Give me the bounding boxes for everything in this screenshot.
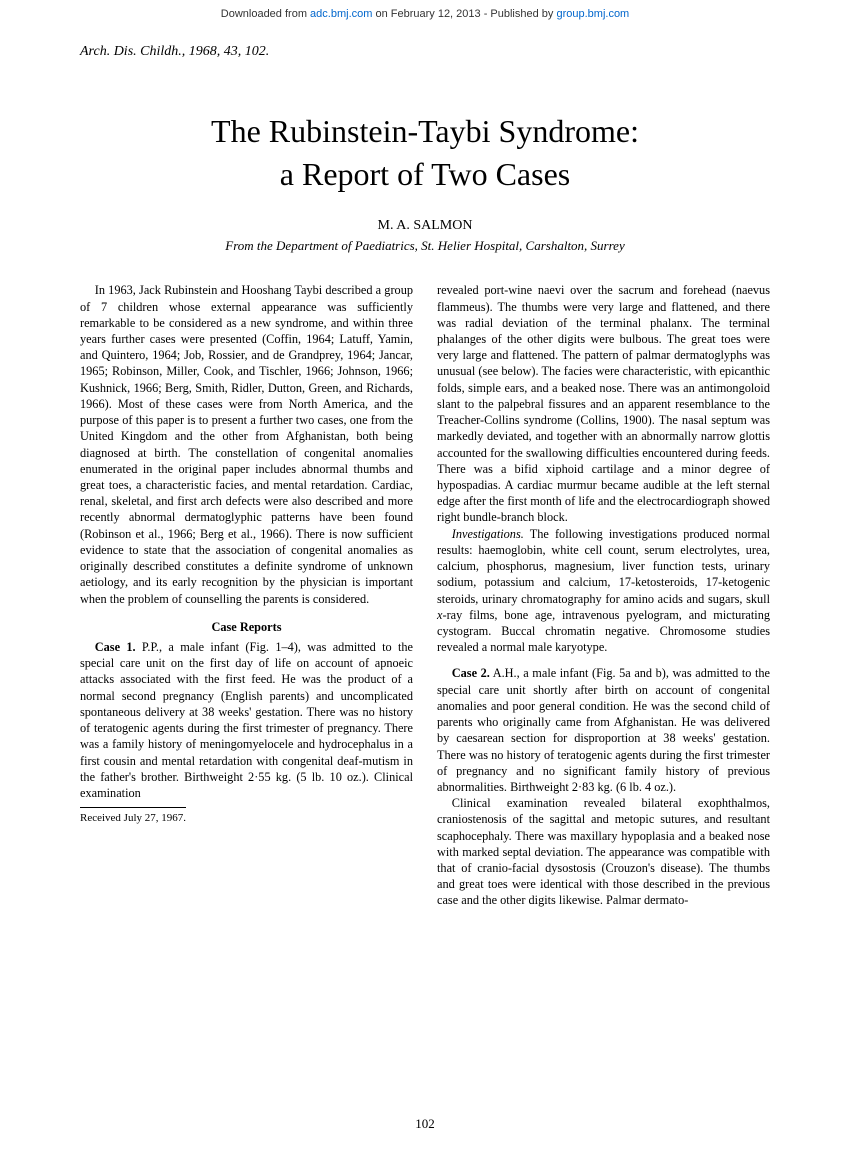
right-column: revealed port-wine naevi over the sacrum… bbox=[437, 282, 770, 908]
author-affiliation: From the Department of Paediatrics, St. … bbox=[80, 238, 770, 254]
banner-prefix: Downloaded from bbox=[221, 8, 310, 20]
case1-text: P.P., a male infant (Fig. 1–4), was admi… bbox=[80, 640, 413, 800]
col2-paragraph-4: Clinical examination revealed bilateral … bbox=[437, 795, 770, 909]
page-number: 102 bbox=[0, 1116, 850, 1132]
title-line-2: a Report of Two Cases bbox=[280, 156, 570, 192]
banner-link-publisher[interactable]: group.bmj.com bbox=[556, 8, 629, 20]
case-reports-heading: Case Reports bbox=[80, 619, 413, 635]
two-column-layout: In 1963, Jack Rubinstein and Hooshang Ta… bbox=[80, 282, 770, 908]
journal-reference: Arch. Dis. Childh., 1968, 43, 102. bbox=[80, 44, 770, 60]
case2-paragraph: Case 2. A.H., a male infant (Fig. 5a and… bbox=[437, 665, 770, 795]
col2-paragraph-2: Investigations. The following investigat… bbox=[437, 526, 770, 656]
banner-link-source[interactable]: adc.bmj.com bbox=[310, 8, 372, 20]
case2-text: A.H., a male infant (Fig. 5a and b), was… bbox=[437, 666, 770, 794]
download-banner: Downloaded from adc.bmj.com on February … bbox=[0, 0, 850, 24]
page-content: Arch. Dis. Childh., 1968, 43, 102. The R… bbox=[0, 24, 850, 909]
author-name: M. A. SALMON bbox=[80, 218, 770, 234]
left-column: In 1963, Jack Rubinstein and Hooshang Ta… bbox=[80, 282, 413, 908]
banner-mid: on February 12, 2013 - Published by bbox=[372, 8, 556, 20]
investigations-text: The following investigations produced no… bbox=[437, 527, 770, 655]
article-title: The Rubinstein-Taybi Syndrome: a Report … bbox=[80, 110, 770, 196]
title-line-1: The Rubinstein-Taybi Syndrome: bbox=[211, 113, 639, 149]
col2-paragraph-1: revealed port-wine naevi over the sacrum… bbox=[437, 282, 770, 525]
case1-paragraph: Case 1. P.P., a male infant (Fig. 1–4), … bbox=[80, 639, 413, 801]
intro-paragraph: In 1963, Jack Rubinstein and Hooshang Ta… bbox=[80, 282, 413, 606]
received-date: Received July 27, 1967. bbox=[80, 807, 186, 826]
